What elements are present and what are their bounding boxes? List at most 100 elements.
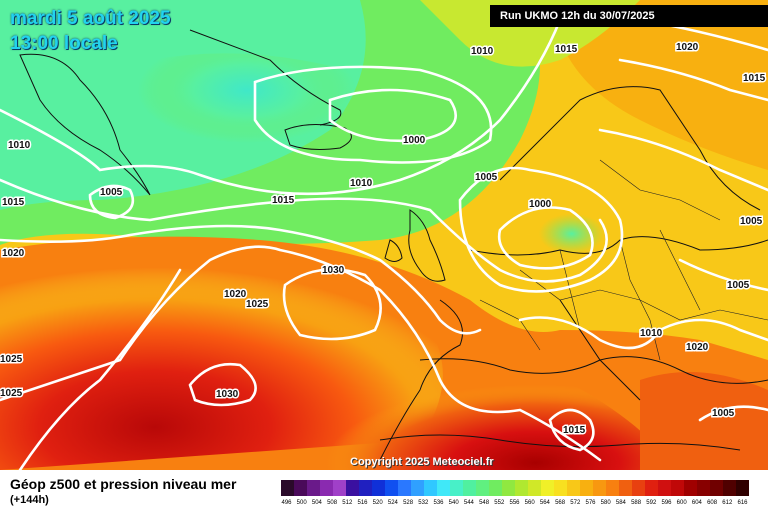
isobar-1005-east-med [698, 405, 768, 422]
isobar-label: 1000 [403, 135, 426, 146]
border-4 [659, 229, 701, 311]
scale-tick: 548 [479, 500, 490, 506]
scale-tick: 608 [707, 500, 718, 506]
scale-swatch [372, 480, 385, 496]
scale-swatch [476, 480, 489, 496]
britain-coast [408, 209, 446, 282]
isobar-label: 1015 [555, 44, 578, 55]
isobar-label: 1015 [563, 425, 586, 436]
isobar-label: 1010 [640, 328, 663, 339]
scale-tick: 588 [631, 500, 642, 506]
isobar-1020-north [0, 224, 482, 335]
isobar-labels: 1010 1015 1020 1015 1010 1005 1015 1020 … [0, 41, 767, 438]
isobar-1005-iceland [253, 65, 493, 164]
scale-tick: 504 [311, 500, 322, 506]
field-low-iceland [132, 53, 405, 186]
isobar-1010-east [598, 128, 768, 192]
scandinavia-coast [499, 86, 761, 211]
isobar-1015-north [0, 178, 608, 283]
isobar-label: 1030 [216, 389, 239, 400]
country-borders [479, 159, 768, 361]
isobar-1030-south [188, 362, 257, 407]
isobar-label: 1005 [740, 216, 763, 227]
ireland-coast [384, 239, 403, 262]
scale-swatch [346, 480, 359, 496]
scale-swatch [307, 480, 320, 496]
scale-swatch [424, 480, 437, 496]
scale-swatch [437, 480, 450, 496]
scale-swatch [736, 480, 749, 496]
field-east-med [640, 372, 768, 470]
scale-tick: 572 [570, 500, 581, 506]
scale-swatch [528, 480, 541, 496]
isobar-label: 1010 [8, 140, 31, 151]
isobar-label: 1000 [529, 199, 552, 210]
isobar-label: 1010 [350, 178, 373, 189]
chart-title: Géop z500 et pression niveau mer [10, 476, 237, 492]
scale-tick: 600 [676, 500, 687, 506]
isobar-label: 1025 [0, 354, 23, 365]
scale-swatch [710, 480, 723, 496]
scale-swatch [333, 480, 346, 496]
isobar-label: 1020 [686, 342, 709, 353]
scale-swatch [502, 480, 515, 496]
isobar-label: 1005 [475, 172, 498, 183]
isobar-label: 1005 [727, 280, 750, 291]
scale-tick: 500 [296, 500, 307, 506]
scale-swatch [684, 480, 697, 496]
scale-tick: 576 [585, 500, 596, 506]
border-2 [559, 249, 581, 331]
scale-swatch [554, 480, 567, 496]
scale-tick: 580 [600, 500, 611, 506]
isobar-1010-north [0, 18, 562, 196]
scale-swatch [541, 480, 554, 496]
greenland-coast [19, 53, 151, 196]
isobar-1025-west [18, 268, 182, 470]
isobar-label: 1005 [712, 408, 735, 419]
scale-swatch [515, 480, 528, 496]
isobar-1015-med [548, 408, 595, 452]
isobar-1000-iceland [328, 88, 457, 143]
scale-swatch [567, 480, 580, 496]
scale-swatch [489, 480, 502, 496]
scale-tick: 604 [691, 500, 702, 506]
scale-swatch [580, 480, 593, 496]
map-svg: 1010 1015 1020 1015 1010 1005 1015 1020 … [0, 0, 768, 470]
italy-coast [559, 299, 641, 401]
scale-tick: 560 [524, 500, 535, 506]
isobar-label: 1005 [100, 187, 123, 198]
chart-date: mardi 5 août 2025 [10, 8, 171, 29]
scale-tick: 524 [387, 500, 398, 506]
scale-swatch [606, 480, 619, 496]
scale-tick: 592 [646, 500, 657, 506]
scale-swatch [619, 480, 632, 496]
chart-time: 13:00 locale [10, 33, 118, 54]
forecast-hour: (+144h) [10, 494, 49, 506]
arctic-coast [189, 29, 342, 126]
scale-swatch [463, 480, 476, 496]
scale-swatch [697, 480, 710, 496]
isobar-1005-europe [458, 166, 624, 293]
scale-swatch [281, 480, 294, 496]
field-high-iberia [300, 328, 680, 470]
scale-tick: 536 [433, 500, 444, 506]
north-africa-coast [379, 434, 741, 451]
iceland-coast [284, 124, 352, 150]
scale-tick: 568 [555, 500, 566, 506]
scale-swatch [671, 480, 684, 496]
isobar-1005-east [678, 258, 768, 292]
france-iberia-coast [379, 299, 463, 461]
isobar-1030-atlantic [282, 268, 382, 341]
isobar-1025-atlantic [0, 245, 602, 462]
copyright: Copyright 2025 Meteociel.fr [350, 456, 494, 468]
scale-swatch [450, 480, 463, 496]
run-info: Run UKMO 12h du 30/07/2025 [490, 5, 768, 27]
scale-tick: 540 [448, 500, 459, 506]
isobar-label: 1015 [272, 195, 295, 206]
scale-tick: 528 [403, 500, 414, 506]
scale-swatch [294, 480, 307, 496]
scale-swatch [658, 480, 671, 496]
isobar-label: 1020 [2, 248, 25, 259]
border-3 [619, 239, 661, 361]
